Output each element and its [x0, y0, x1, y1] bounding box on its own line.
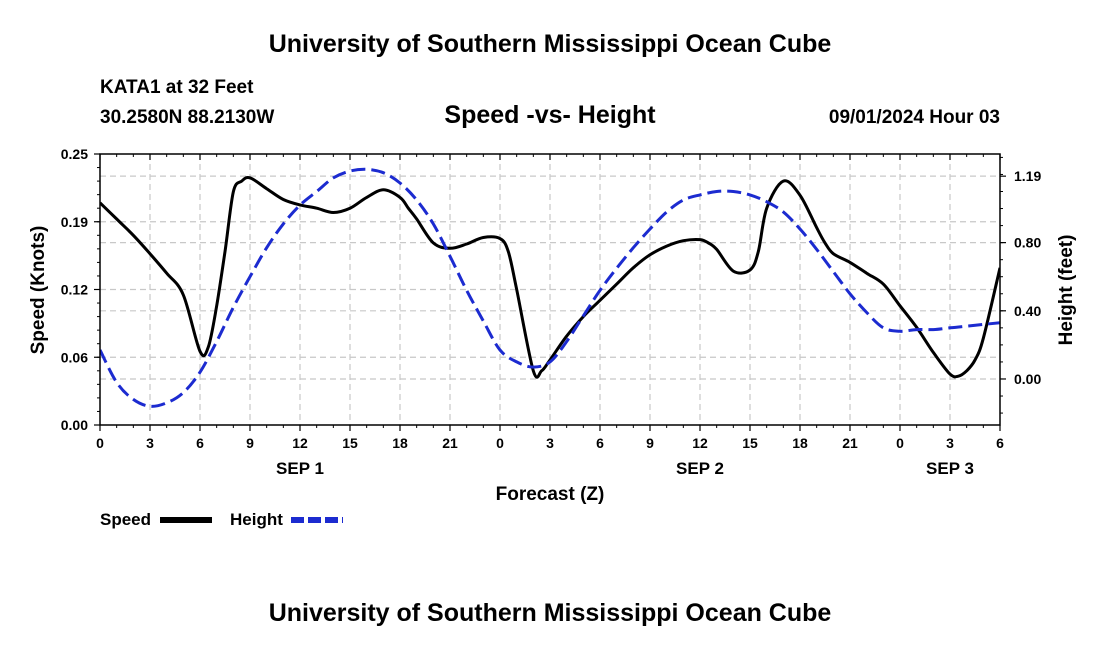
y-tick-label: 0.12 [61, 282, 88, 298]
x-tick-label: 0 [496, 435, 504, 451]
y-tick-label: 0.25 [61, 146, 88, 162]
page-title: University of Southern Mississippi Ocean… [268, 30, 832, 58]
y2-axis-title: Height (feet) [1056, 235, 1077, 346]
x-tick-label: 15 [342, 435, 358, 451]
x-tick-label: 18 [392, 435, 408, 451]
y2-tick-label: 1.19 [1014, 168, 1041, 184]
label-layer: 0 3 6 9 12 15 18 21 0 3 6 9 12 15 18 21 0 3 6 0.00 0.06 0.12 0… [61, 146, 1042, 478]
x-tick-label: 21 [442, 435, 458, 451]
x-tick-label: 6 [996, 435, 1004, 451]
y-tick-label: 0.06 [61, 349, 88, 365]
grid-layer [100, 154, 1000, 425]
x-tick-label: 6 [596, 435, 604, 451]
y-axis-title: Speed (Knots) [28, 226, 49, 355]
day-label: SEP 1 [276, 459, 324, 478]
x-tick-label: 3 [946, 435, 954, 451]
chart-subtitle: Speed -vs- Height [444, 101, 656, 129]
tick-layer [94, 153, 1006, 431]
x-tick-label: 3 [546, 435, 554, 451]
x-tick-label: 3 [146, 435, 154, 451]
x-tick-label: 21 [842, 435, 858, 451]
legend: Speed Height [100, 510, 343, 529]
legend-label-height: Height [230, 510, 283, 529]
series-layer [100, 167, 1000, 408]
speed-height-chart: 0 3 6 9 12 15 18 21 0 3 6 9 12 15 18 21 0 3 6 0.00 0.06 0.12 0… [28, 146, 1077, 529]
coordinates-label: 30.2580N 88.2130W [100, 107, 275, 128]
day-label: SEP 3 [926, 459, 974, 478]
x-tick-label: 9 [646, 435, 654, 451]
day-label: SEP 2 [676, 459, 724, 478]
series-line-speed [100, 175, 1000, 379]
y-tick-label: 0.19 [61, 214, 88, 230]
legend-label-speed: Speed [100, 510, 151, 529]
x-tick-label: 9 [246, 435, 254, 451]
x-tick-label: 12 [692, 435, 708, 451]
x-tick-label: 15 [742, 435, 758, 451]
forecast-datetime: 09/01/2024 Hour 03 [828, 107, 1000, 128]
x-tick-label: 0 [896, 435, 904, 451]
x-axis-title: Forecast (Z) [496, 484, 605, 505]
series-line-height [100, 167, 1000, 408]
y2-tick-label: 0.80 [1014, 235, 1041, 251]
x-tick-label: 0 [96, 435, 104, 451]
page-title-repeat: University of Southern Mississippi Ocean… [268, 599, 832, 627]
x-tick-label: 12 [292, 435, 308, 451]
y2-tick-label: 0.00 [1014, 371, 1041, 387]
y2-tick-label: 0.40 [1014, 303, 1041, 319]
station-label: KATA1 at 32 Feet [100, 77, 254, 98]
y-tick-label: 0.00 [61, 417, 88, 433]
x-tick-label: 6 [196, 435, 204, 451]
x-tick-label: 18 [792, 435, 808, 451]
